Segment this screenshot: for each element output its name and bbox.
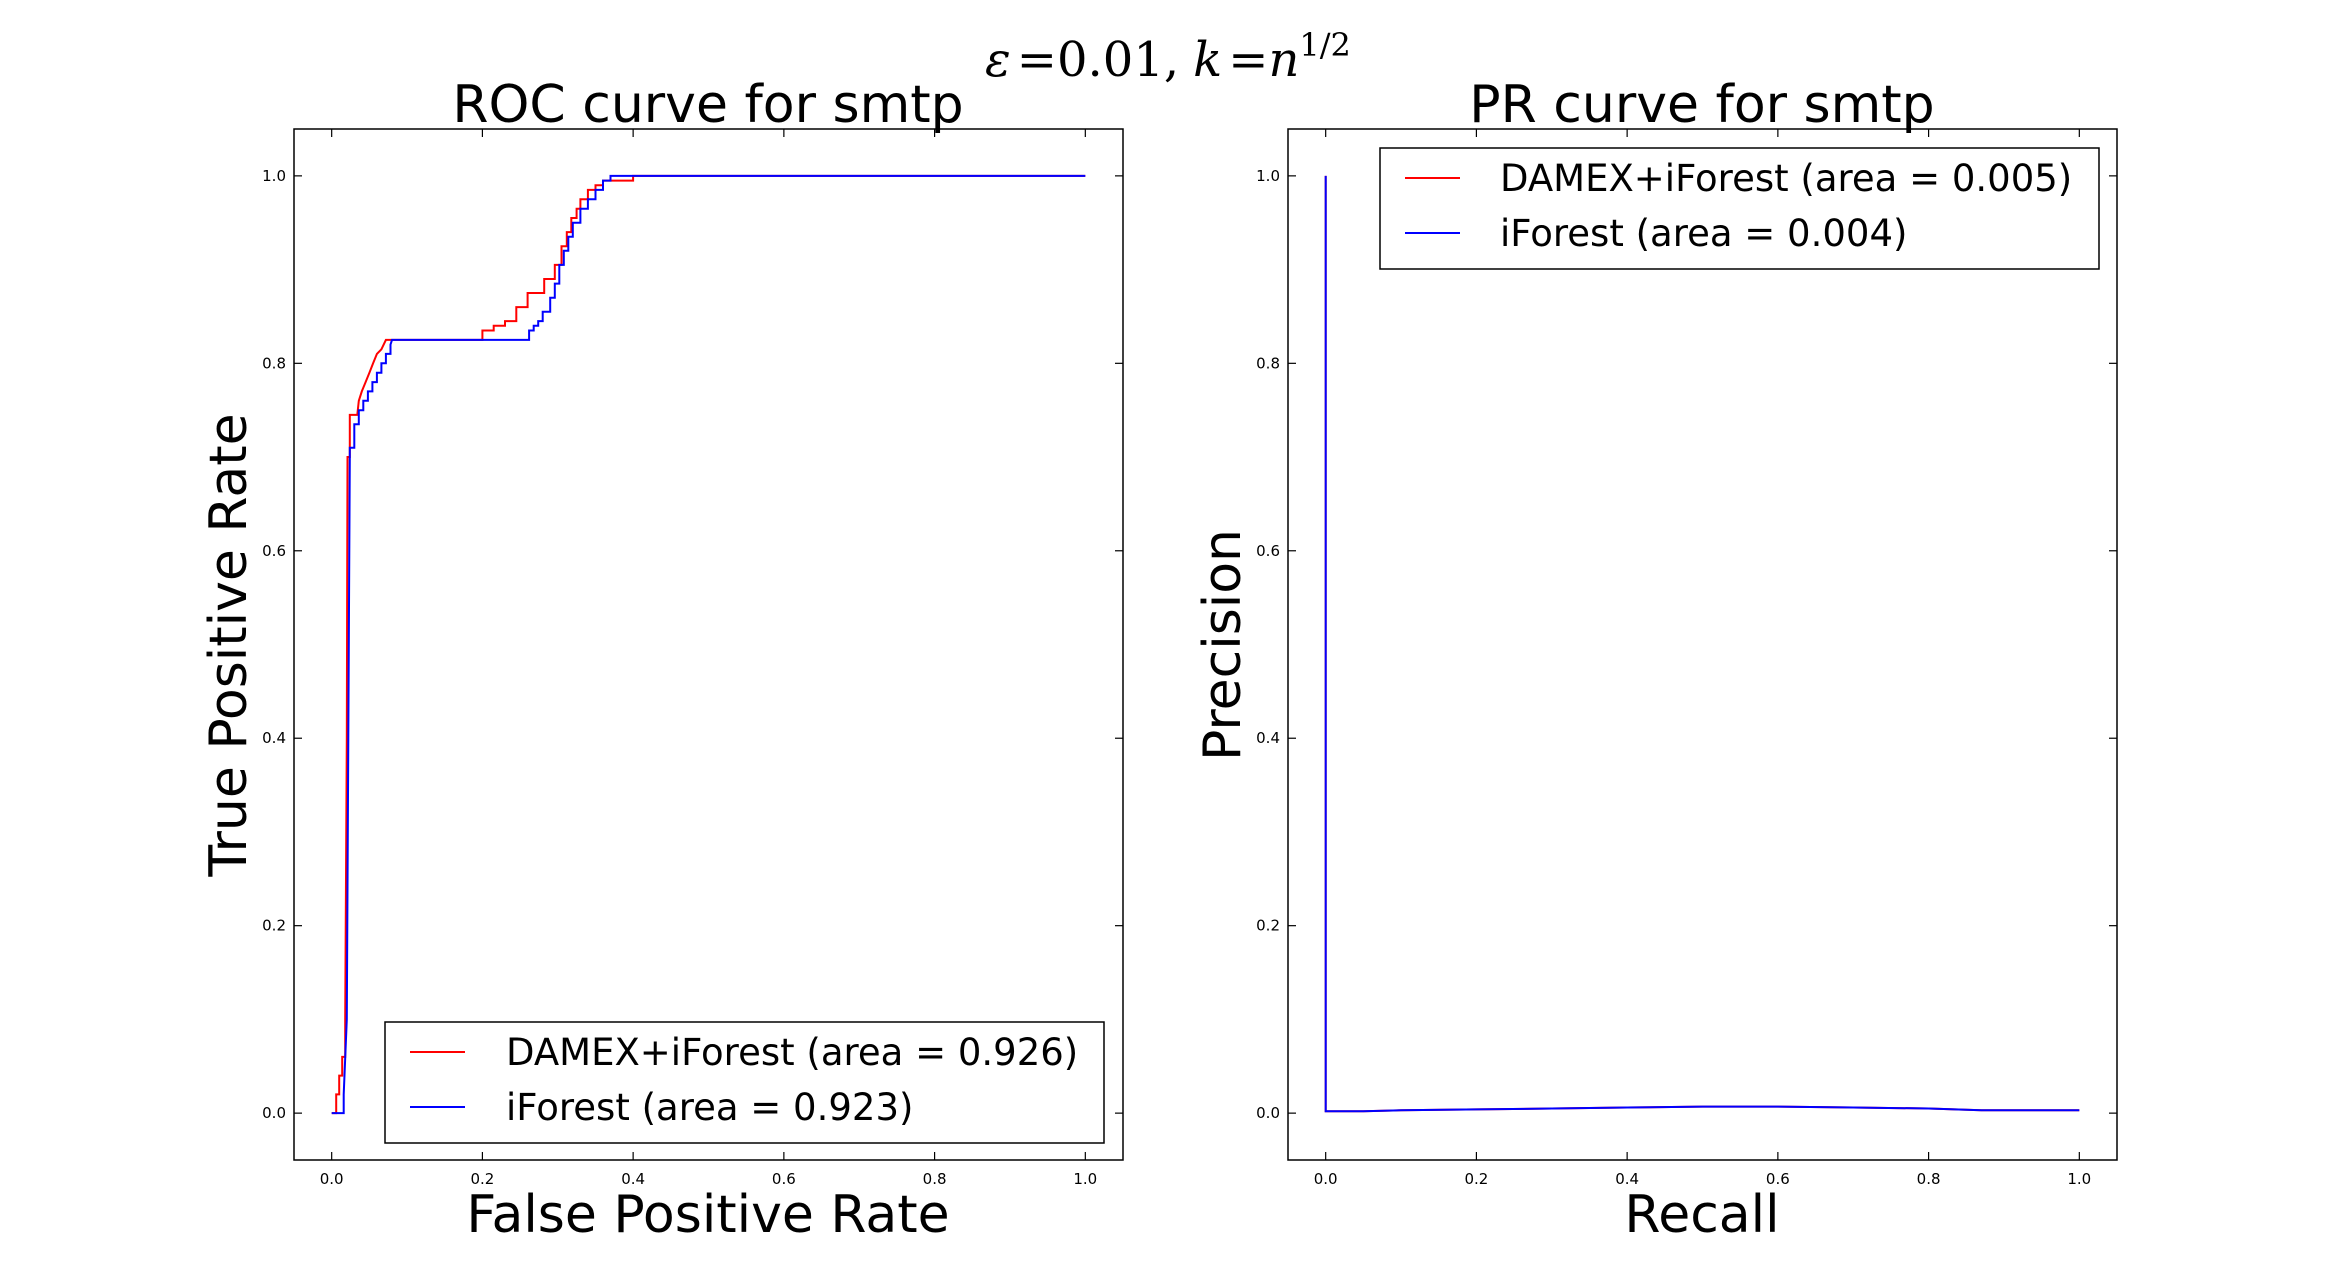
roc-xtick-label: 0.6 (772, 1170, 796, 1188)
roc-ytick-label: 0.0 (262, 1104, 286, 1122)
pr-xtick-label: 0.6 (1766, 1170, 1790, 1188)
roc-ytick-label: 0.4 (262, 729, 286, 747)
roc-xtick-label: 0.0 (320, 1170, 344, 1188)
pr-legend: DAMEX+iForest (area = 0.005) iForest (ar… (1379, 147, 2100, 270)
roc-legend-label-damex: DAMEX+iForest (area = 0.926) (506, 1031, 1078, 1074)
pr-series (1324, 175, 2080, 1113)
roc-ytick-label: 0.2 (262, 917, 286, 935)
roc-series (331, 174, 1086, 1115)
roc-plot-area (293, 128, 1124, 1161)
pr-ytick-label: 0.2 (1256, 917, 1280, 935)
pr-x-axis-label: Recall (1624, 1185, 1779, 1245)
roc-series-line-damex (331, 174, 1086, 1115)
pr-xtick-label: 0.8 (1917, 1170, 1941, 1188)
pr-ytick-label: 0.0 (1256, 1104, 1280, 1122)
figure-suptitle: ε =0.01, k =n1/2 (985, 26, 1351, 88)
roc-chart-title: ROC curve for smtp (452, 75, 963, 135)
pr-ytick-label: 1.0 (1256, 167, 1280, 185)
roc-ytick-label: 0.6 (262, 542, 286, 560)
pr-chart-title: PR curve for smtp (1469, 75, 1934, 135)
pr-xtick-label: 0.4 (1615, 1170, 1639, 1188)
roc-xtick-label: 0.2 (470, 1170, 494, 1188)
pr-legend-box (1379, 147, 2100, 270)
pr-ytick-label: 0.8 (1256, 354, 1280, 372)
roc-chart: ROC curve for smtp False Positive Rate T… (199, 75, 1124, 1245)
roc-series-line-iforest (331, 174, 1086, 1115)
roc-ticks: 0.0 0.2 0.4 0.6 0.8 1.0 0.0 0.2 0.4 0.6 0.8 1.0 (262, 129, 1123, 1188)
pr-legend-label-damex: DAMEX+iForest (area = 0.005) (1500, 157, 2072, 200)
pr-chart: PR curve for smtp Recall Precision 0.0 0.… (1193, 75, 2118, 1245)
pr-xtick-label: 0.0 (1314, 1170, 1338, 1188)
roc-legend: DAMEX+iForest (area = 0.926) iForest (ar… (384, 1021, 1105, 1144)
roc-legend-label-iforest: iForest (area = 0.923) (506, 1086, 913, 1129)
roc-legend-box (384, 1021, 1105, 1144)
roc-xtick-label: 0.8 (923, 1170, 947, 1188)
pr-xtick-label: 1.0 (2067, 1170, 2091, 1188)
pr-xtick-label: 0.2 (1464, 1170, 1488, 1188)
roc-y-axis-label: True Positive Rate (199, 413, 259, 877)
pr-legend-label-iforest: iForest (area = 0.004) (1500, 212, 1907, 255)
pr-series-line-iforest (1324, 175, 2080, 1113)
pr-y-axis-label: Precision (1193, 529, 1253, 761)
roc-xtick-label: 0.4 (621, 1170, 645, 1188)
roc-ytick-label: 0.8 (262, 354, 286, 372)
roc-ytick-label: 1.0 (262, 167, 286, 185)
roc-xtick-label: 1.0 (1073, 1170, 1097, 1188)
roc-x-axis-label: False Positive Rate (466, 1185, 949, 1245)
pr-ytick-label: 0.4 (1256, 729, 1280, 747)
pr-ytick-label: 0.6 (1256, 542, 1280, 560)
pr-plot-area (1287, 128, 2118, 1161)
pr-ticks: 0.0 0.2 0.4 0.6 0.8 1.0 0.0 0.2 0.4 0.6 0.8 1.0 (1256, 129, 2117, 1188)
